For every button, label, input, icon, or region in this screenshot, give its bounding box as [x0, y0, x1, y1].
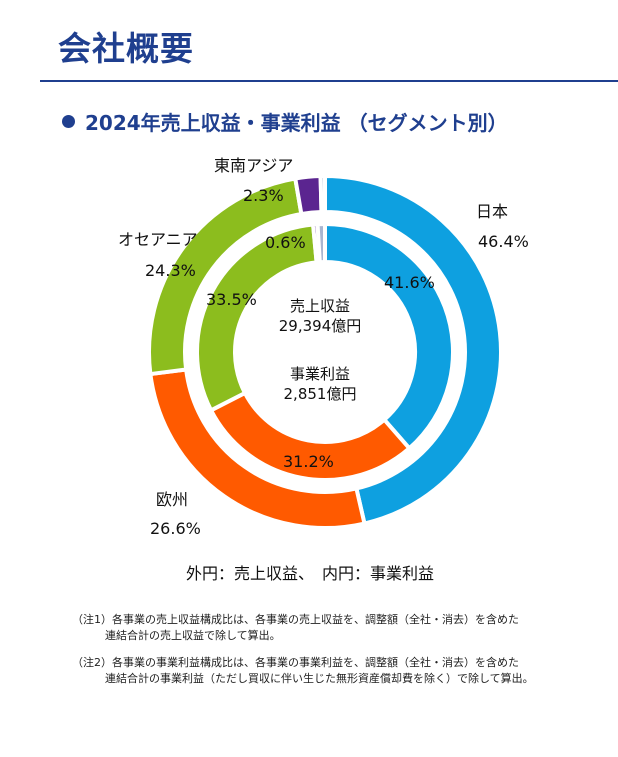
center-revenue: 売上収益 29,394億円 [278, 297, 362, 335]
label-sea: 東南アジア [214, 156, 294, 175]
center-profit: 事業利益 2,851億円 [283, 365, 357, 403]
outer-segment-sea [292, 174, 324, 217]
bullet-icon [62, 115, 75, 128]
inner-value-europe: 31.2% [283, 452, 334, 471]
label-japan: 日本 [476, 202, 509, 221]
section-title: 2024年売上収益・事業利益 （セグメント別） [62, 107, 508, 136]
outer-value-oceania: 24.3% [145, 261, 196, 280]
outer-value-europe: 26.6% [150, 519, 201, 538]
inner-segment-japan [323, 221, 455, 452]
outer-value-japan: 46.4% [478, 232, 529, 251]
note-1: （注1）各事業の売上収益構成比は、各事業の売上収益を、調整額（全社・消去）を含め… [72, 613, 519, 642]
inner-value-sea: 0.6% [265, 233, 306, 252]
label-europe: 欧州 [156, 490, 189, 509]
inner-segment-other [315, 221, 327, 265]
inner-value-japan: 41.6% [384, 273, 435, 292]
chart-caption: 外円：売上収益、 内円：事業利益 [186, 564, 435, 583]
title-divider [40, 80, 618, 82]
outer-segment-japan [323, 173, 503, 526]
outer-segment-other [318, 173, 327, 215]
note-2: （注2）各事業の事業利益構成比は、各事業の事業利益を、調整額（全社・消去）を含め… [72, 656, 534, 685]
page-title: 会社概要 [58, 29, 194, 68]
outer-value-sea: 2.3% [243, 186, 284, 205]
label-oceania: オセアニア [118, 230, 198, 249]
inner-value-oceania: 33.5% [206, 290, 257, 309]
